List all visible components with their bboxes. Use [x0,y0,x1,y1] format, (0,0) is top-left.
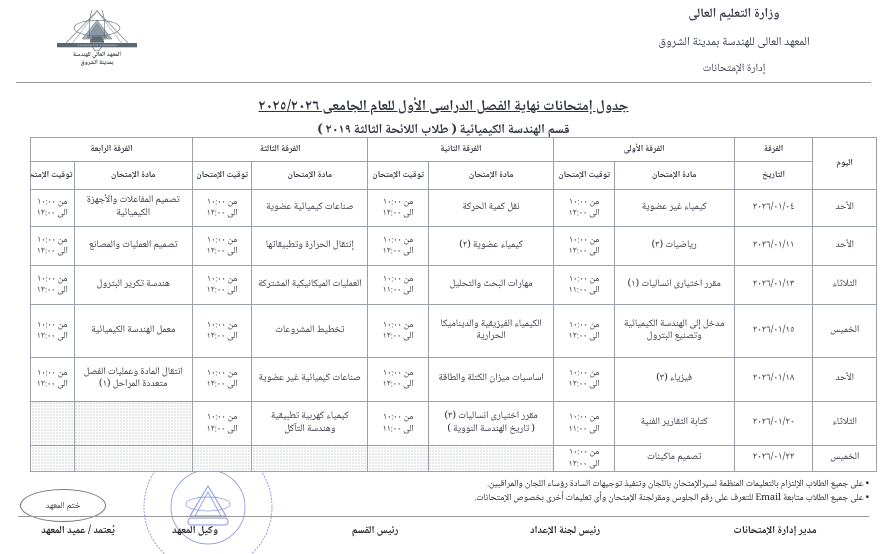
svg-text:THE HIGH INSTITUTE OF ENGINEER: THE HIGH INSTITUTE OF ENGINEERING [77,45,117,47]
